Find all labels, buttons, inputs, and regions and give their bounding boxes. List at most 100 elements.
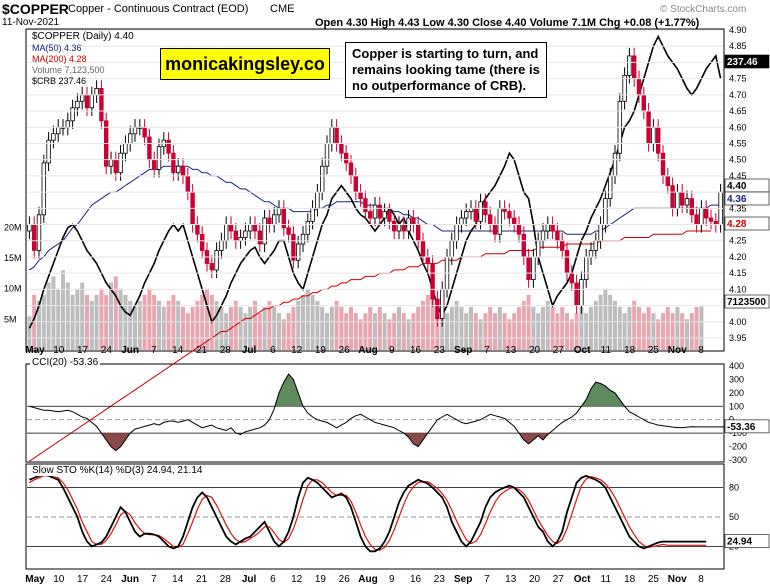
volume-bar bbox=[493, 313, 497, 350]
candle-body bbox=[651, 126, 656, 144]
volume-bar bbox=[397, 307, 401, 350]
price-tick-label: 4.65 bbox=[729, 106, 747, 116]
volume-bar bbox=[185, 313, 190, 350]
candle-body bbox=[41, 162, 46, 216]
volume-bar bbox=[488, 307, 493, 350]
last-price-tag: 4.40 bbox=[727, 181, 747, 192]
price-tick-label: 4.75 bbox=[729, 74, 747, 84]
ticker-symbol: $COPPER bbox=[2, 1, 69, 17]
candle-body bbox=[680, 191, 685, 206]
volume-bar bbox=[104, 294, 109, 350]
volume-bar bbox=[507, 319, 512, 350]
candle-body bbox=[185, 175, 190, 193]
candle-body bbox=[608, 175, 613, 199]
volume-bar bbox=[622, 313, 627, 350]
date-tick-bottom: 7 bbox=[151, 574, 157, 585]
date-tick-bottom: 18 bbox=[624, 574, 636, 585]
date-tick-top: 7 bbox=[151, 345, 157, 356]
cci-tag: -53.36 bbox=[727, 422, 756, 433]
crb-path bbox=[28, 34, 722, 329]
cci-tick-label: 400 bbox=[729, 361, 744, 371]
volume-bar bbox=[521, 300, 526, 350]
volume-bar bbox=[661, 313, 665, 350]
promo-label: monicakingsley.co bbox=[160, 48, 330, 80]
volume-bar bbox=[195, 300, 200, 350]
date-tick-top: 13 bbox=[505, 345, 517, 356]
volume-bar bbox=[651, 313, 656, 350]
volume-bar bbox=[565, 313, 569, 350]
candle-body bbox=[704, 207, 709, 219]
volume-bar bbox=[574, 313, 579, 350]
volume-bar bbox=[637, 307, 641, 350]
candle-body bbox=[310, 207, 315, 222]
cci-tick-label: -200 bbox=[729, 442, 747, 452]
cci-tick-label: 300 bbox=[729, 374, 744, 384]
date-tick-bottom: 26 bbox=[339, 574, 351, 585]
candle-body bbox=[675, 191, 680, 209]
date-tick-top: 21 bbox=[196, 345, 208, 356]
date-tick-bottom: 14 bbox=[172, 574, 184, 585]
volume-bar bbox=[257, 313, 262, 350]
price-tick-label: 4.35 bbox=[729, 203, 747, 213]
date-tick-bottom: 9 bbox=[389, 574, 395, 585]
volume-bar bbox=[205, 288, 209, 350]
cci-tick-label: -300 bbox=[729, 455, 747, 465]
volume-bar bbox=[339, 307, 344, 350]
candle-body bbox=[694, 214, 699, 225]
date-tick-top: 7 bbox=[484, 345, 490, 356]
date-tick-top: 26 bbox=[339, 345, 351, 356]
volume-bar bbox=[243, 313, 248, 350]
legend-ma50: MA(50) 4.36 bbox=[32, 43, 82, 53]
candle-body bbox=[329, 126, 334, 144]
volume-bar bbox=[214, 300, 219, 350]
volume-bar bbox=[363, 313, 368, 350]
volume-bar bbox=[555, 313, 560, 350]
date-tick-top: Aug bbox=[358, 345, 377, 356]
volume-bar bbox=[373, 313, 377, 350]
candle-body bbox=[382, 211, 387, 219]
volume-tick-label: 5M bbox=[4, 314, 17, 324]
date-tick-bottom: 10 bbox=[53, 574, 65, 585]
candle-body bbox=[656, 126, 661, 154]
candle-body bbox=[372, 204, 378, 219]
candle-body bbox=[32, 224, 37, 251]
volume-bar bbox=[51, 276, 56, 350]
volume-bar bbox=[368, 307, 373, 350]
candle-body bbox=[598, 224, 603, 242]
date-tick-bottom: Jun bbox=[121, 574, 139, 585]
ma50-tag: 4.36 bbox=[727, 194, 747, 205]
volume-bar bbox=[531, 307, 536, 350]
candle-body bbox=[247, 224, 253, 232]
date-tick-bottom: 28 bbox=[220, 574, 232, 585]
volume-bar bbox=[171, 294, 176, 350]
stochastic-plot: 80502024.94 bbox=[27, 473, 770, 553]
date-tick-bottom: 27 bbox=[553, 574, 565, 585]
date-tick-top: 17 bbox=[77, 345, 89, 356]
date-axis: May May 10 10 17 17 24 24 Jun Jun 7 7 14 14 21 21 28 28 Ju… bbox=[25, 345, 704, 585]
volume-bar bbox=[617, 307, 622, 350]
volume-bar bbox=[349, 307, 353, 350]
volume-bar bbox=[694, 307, 699, 350]
candle-body bbox=[319, 165, 325, 193]
volume-bar bbox=[454, 300, 459, 350]
price-panel-frame bbox=[25, 28, 725, 352]
candle-body bbox=[425, 256, 430, 264]
annotation-box: Copper is starting to turn, and remains … bbox=[345, 42, 547, 98]
volume-bar bbox=[689, 313, 694, 350]
cci-title: CCI(20) -53.36 bbox=[30, 357, 101, 368]
candle-body bbox=[156, 146, 162, 170]
candle-body bbox=[415, 224, 421, 242]
legend-ma200: MA(200) 4.28 bbox=[32, 54, 87, 64]
volume-tag: 7123500 bbox=[727, 297, 766, 308]
volume-bar bbox=[99, 288, 104, 350]
cci-panel-frame bbox=[25, 363, 725, 463]
date-tick-bottom: 24 bbox=[101, 574, 113, 585]
sto-k-line bbox=[29, 473, 707, 553]
ma200-tag: 4.28 bbox=[727, 219, 747, 230]
volume-bar bbox=[593, 300, 598, 350]
volume-bar bbox=[478, 319, 483, 350]
candle-body bbox=[363, 198, 368, 213]
volume-bar bbox=[517, 307, 521, 350]
candle-body bbox=[123, 143, 128, 154]
volume-bar bbox=[473, 313, 478, 350]
